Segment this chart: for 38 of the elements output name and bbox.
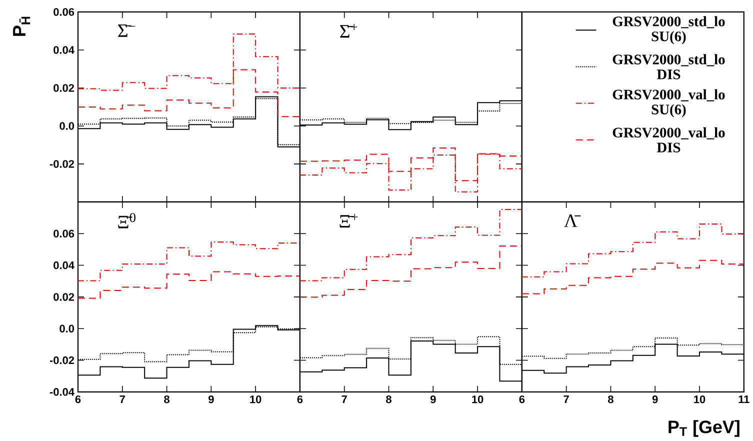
- legend-label: GRSV2000_val_lo SU(6): [612, 89, 725, 118]
- x-tick-label: 9: [208, 395, 214, 404]
- x-tick-label: 6: [297, 395, 303, 404]
- y-tick-label: 0.02: [54, 293, 74, 301]
- y-tick-label: -0.02: [50, 160, 74, 168]
- y-tick-label: 0.0: [60, 122, 74, 130]
- x-tick-label: 6: [519, 395, 525, 404]
- x-tick-label: 9: [652, 395, 658, 404]
- x-tick-label: 10: [250, 395, 262, 404]
- y-axis-title: P$_{H̄}$: [13, 16, 30, 36]
- y-tick-label: 0.04: [54, 261, 74, 270]
- x-tick-label: 7: [342, 395, 347, 404]
- chart-title: Σ̄$^{+}$: [340, 24, 358, 38]
- x-tick-label: 8: [608, 395, 614, 404]
- y-tick-label: 0.06: [54, 8, 74, 16]
- legend-label: GRSV2000_std_lo SU(6): [612, 16, 725, 44]
- x-tick-label: 8: [164, 395, 170, 404]
- x-tick-label: 10: [694, 395, 706, 404]
- y-tick-label: -0.02: [50, 356, 74, 364]
- x-tick-label: 8: [386, 395, 392, 404]
- chart-title: Λ̄: [564, 214, 581, 227]
- x-tick-label: 11: [738, 395, 750, 404]
- y-tick-label: 0.02: [54, 84, 74, 92]
- x-tick-label: 10: [472, 395, 484, 404]
- y-tick-label: 0.0: [60, 324, 74, 333]
- legend-label: GRSV2000_val_lo DIS: [612, 127, 725, 152]
- chart-title: Ξ̄$^{0}$: [118, 213, 136, 228]
- legend-label: GRSV2000_std_lo DIS: [612, 54, 725, 80]
- x-tick-label: 7: [120, 395, 125, 404]
- x-tick-label: 9: [430, 395, 436, 404]
- y-tick-label: 0.06: [54, 230, 74, 238]
- x-axis-title: P$_{T}$ [GeV]: [668, 420, 740, 437]
- x-tick-label: 6: [75, 395, 81, 404]
- x-tick-label: 7: [564, 395, 569, 404]
- y-tick-label: 0.04: [54, 46, 74, 54]
- y-tick-label: -0.04: [50, 388, 74, 396]
- chart-title: Σ̄$^{−}$: [118, 24, 136, 37]
- chart-title: Ξ̄$^{+}$: [340, 214, 358, 228]
